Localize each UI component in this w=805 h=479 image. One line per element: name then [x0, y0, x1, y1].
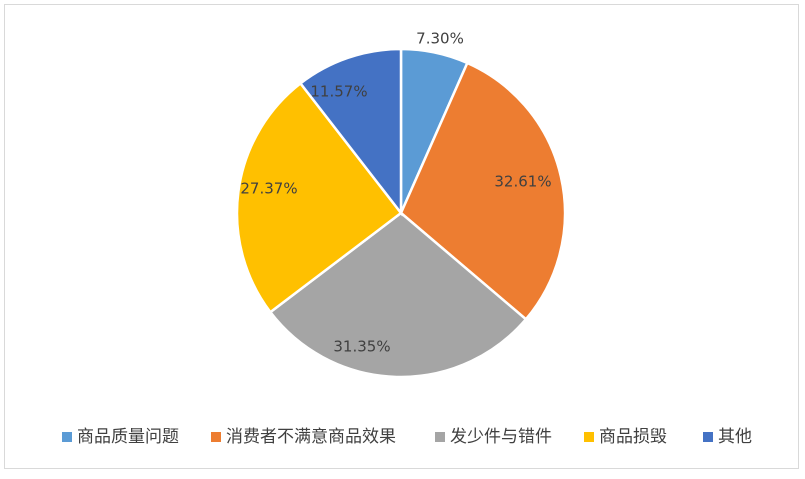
data-label: 31.35% — [333, 338, 390, 356]
legend-label: 商品损毁 — [599, 427, 667, 447]
legend-swatch — [62, 432, 72, 442]
legend-swatch — [703, 432, 713, 442]
legend-swatch — [211, 432, 221, 442]
pie-slice — [399, 61, 567, 322]
pie-slices — [235, 47, 567, 379]
legend-label: 发少件与错件 — [450, 427, 552, 447]
data-label: 7.30% — [416, 30, 464, 48]
data-labels: 7.30% 32.61% 31.35% 27.37% 11.57% — [240, 30, 551, 356]
data-label: 27.37% — [240, 180, 297, 198]
data-label: 32.61% — [494, 173, 551, 191]
legend-swatch — [584, 432, 594, 442]
data-label: 11.57% — [310, 83, 367, 101]
legend-label: 商品质量问题 — [77, 427, 179, 447]
pie-slice — [298, 47, 403, 217]
legend: 商品质量问题 消费者不满意商品效果 发少件与错件 商品损毁 其他 — [62, 427, 752, 447]
legend-label: 消费者不满意商品效果 — [226, 427, 396, 447]
legend-swatch — [435, 432, 445, 442]
legend-label: 其他 — [718, 427, 752, 447]
pie-slice — [268, 211, 528, 379]
pie-slice — [235, 81, 403, 314]
